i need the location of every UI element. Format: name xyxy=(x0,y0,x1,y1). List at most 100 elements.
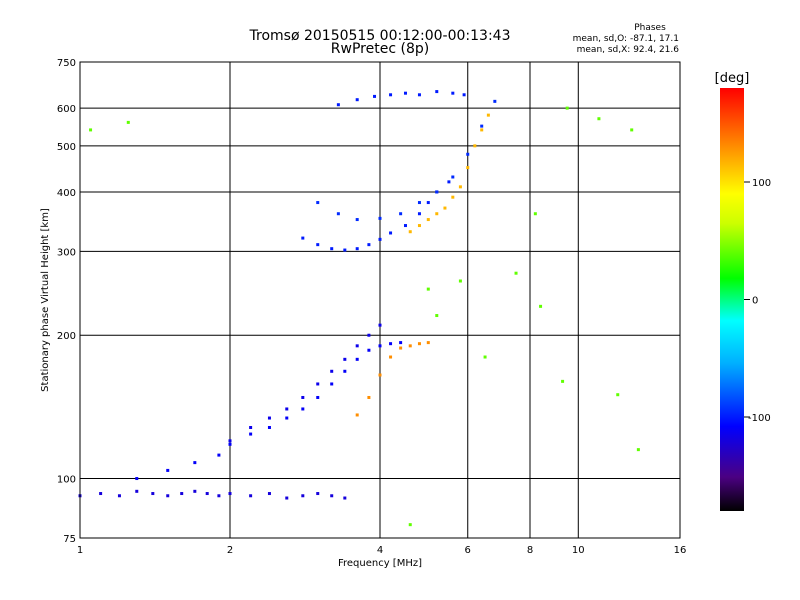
data-point xyxy=(417,342,421,346)
data-point xyxy=(355,98,359,102)
data-point xyxy=(389,231,393,235)
data-point xyxy=(417,93,421,97)
data-point xyxy=(451,91,455,95)
info-line-o: mean, sd,O: -87.1, 17.1 xyxy=(573,34,679,44)
data-point xyxy=(565,106,569,110)
data-point xyxy=(367,348,371,352)
data-point xyxy=(417,224,421,228)
data-point xyxy=(330,382,334,386)
data-point xyxy=(126,120,130,124)
colorbar-ticks: 100 0 -100 xyxy=(744,178,771,424)
data-point xyxy=(330,494,334,498)
data-point xyxy=(228,442,232,446)
data-point xyxy=(480,124,484,128)
data-point xyxy=(426,218,430,222)
data-point xyxy=(99,492,103,496)
data-point xyxy=(89,128,93,132)
data-point xyxy=(473,144,477,148)
colorbar xyxy=(720,88,744,511)
x-tick-label: 10 xyxy=(572,545,585,556)
plot-frame xyxy=(79,61,681,539)
data-point xyxy=(378,216,382,220)
data-point xyxy=(493,99,497,103)
data-point xyxy=(267,416,271,420)
data-point xyxy=(561,379,565,383)
data-point xyxy=(399,346,403,350)
y-tick-label: 200 xyxy=(57,331,76,342)
data-point xyxy=(458,185,462,189)
y-tick-label: 750 xyxy=(57,58,76,69)
data-point xyxy=(486,113,490,117)
data-point xyxy=(330,369,334,373)
data-point xyxy=(267,492,271,496)
data-point xyxy=(399,212,403,216)
data-point xyxy=(451,195,455,199)
data-point xyxy=(483,355,487,359)
info-heading: Phases xyxy=(634,23,666,33)
x-tick-labels: 1 2 4 6 8 10 16 xyxy=(77,545,687,556)
data-point xyxy=(616,393,620,397)
data-point xyxy=(417,201,421,205)
data-point xyxy=(408,230,412,234)
data-point xyxy=(205,492,209,496)
x-tick-label: 6 xyxy=(465,545,471,556)
chart-title: Tromsø 20150515 00:12:00-00:13:43 xyxy=(249,28,511,44)
data-point xyxy=(367,243,371,247)
y-tick-label: 500 xyxy=(57,142,76,153)
data-point xyxy=(533,212,537,216)
data-point xyxy=(443,206,447,210)
data-point xyxy=(378,237,382,241)
data-point xyxy=(426,341,430,345)
data-point xyxy=(249,432,253,436)
x-tick-label: 16 xyxy=(674,545,687,556)
y-axis-label: Stationary phase Virtual Height [km] xyxy=(40,208,51,392)
colorbar-tick-label: -100 xyxy=(748,413,771,424)
data-point xyxy=(301,395,305,399)
data-point xyxy=(514,271,518,275)
data-point xyxy=(117,494,121,498)
x-tick-label: 1 xyxy=(77,545,83,556)
data-point xyxy=(403,224,407,228)
grid-lines xyxy=(80,62,680,538)
x-axis-label: Frequency [MHz] xyxy=(338,558,422,569)
data-point xyxy=(301,494,305,498)
data-point xyxy=(389,342,393,346)
data-point xyxy=(355,413,359,417)
y-tick-label: 100 xyxy=(57,475,76,486)
data-point xyxy=(193,489,197,493)
data-point xyxy=(389,93,393,97)
data-point xyxy=(355,247,359,251)
data-point xyxy=(217,494,221,498)
data-point xyxy=(228,492,232,496)
data-point xyxy=(336,103,340,107)
data-point xyxy=(378,373,382,377)
data-point xyxy=(135,477,139,481)
data-point xyxy=(301,236,305,240)
data-point xyxy=(435,190,439,194)
data-point xyxy=(135,489,139,493)
x-tick-label: 8 xyxy=(527,545,533,556)
data-point xyxy=(373,94,377,98)
data-point xyxy=(316,492,320,496)
data-point xyxy=(630,128,634,132)
data-point xyxy=(217,453,221,457)
data-point xyxy=(301,407,305,411)
data-point xyxy=(166,494,170,498)
colorbar-label: [deg] xyxy=(715,71,750,86)
data-point xyxy=(285,416,289,420)
data-point xyxy=(343,496,347,500)
data-point xyxy=(403,91,407,95)
data-point xyxy=(316,382,320,386)
data-point xyxy=(285,496,289,500)
data-point xyxy=(166,468,170,472)
data-point xyxy=(435,212,439,216)
data-point xyxy=(316,201,320,205)
data-point xyxy=(399,341,403,345)
data-point xyxy=(466,166,470,170)
data-point xyxy=(343,357,347,361)
data-point xyxy=(355,344,359,348)
data-point xyxy=(480,128,484,132)
data-point xyxy=(267,425,271,429)
y-tick-label: 75 xyxy=(63,534,76,545)
